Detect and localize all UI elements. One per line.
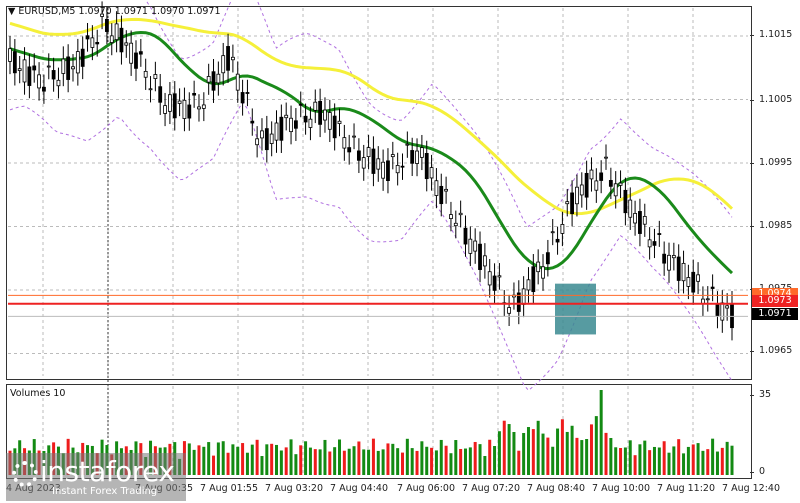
price-tick: 1.0995 [749,157,793,168]
watermark-brand: instaforex [40,455,175,488]
volume-tick-max: 35 [749,389,772,400]
symbol-ohlc: EURUSD,M5 1.0970 1.0971 1.0970 1.0971 [18,6,221,17]
time-label: 7 Aug 01:55 [200,483,259,494]
price-tick: 1.0985 [749,220,793,231]
time-label: 7 Aug 10:00 [592,483,651,494]
gear-logo-icon [12,461,38,487]
volume-axis: 35 0 [749,384,800,479]
price-tick: 1.1005 [749,94,793,105]
price-tick: 1.1015 [749,29,793,40]
time-label: 7 Aug 11:20 [657,483,716,494]
time-label: 7 Aug 04:40 [330,483,389,494]
dropdown-triangle-icon[interactable]: ▼ [8,6,16,17]
time-label: 7 Aug 08:40 [527,483,586,494]
watermark-tagline: Instant Forex Trading [52,486,158,497]
current-price-label: 1.0971 [752,308,798,320]
volume-tick-min: 0 [749,466,766,477]
price-axis[interactable]: 1.1015 1.1005 1.0995 1.0985 1.0975 1.096… [749,0,800,380]
price-tick: 1.0965 [749,345,793,356]
time-label: 7 Aug 07:20 [462,483,521,494]
volume-title: Volumes 10 [10,388,66,399]
time-label: 7 Aug 12:40 [722,483,781,494]
time-label: 7 Aug 06:00 [397,483,456,494]
chart-title: ▼ EURUSD,M5 1.0970 1.0971 1.0970 1.0971 [8,6,221,17]
instaforex-watermark: instaforex Instant Forex Trading [6,453,186,501]
time-label: 7 Aug 03:20 [265,483,324,494]
red-level-label: 1.0973 [752,295,798,307]
